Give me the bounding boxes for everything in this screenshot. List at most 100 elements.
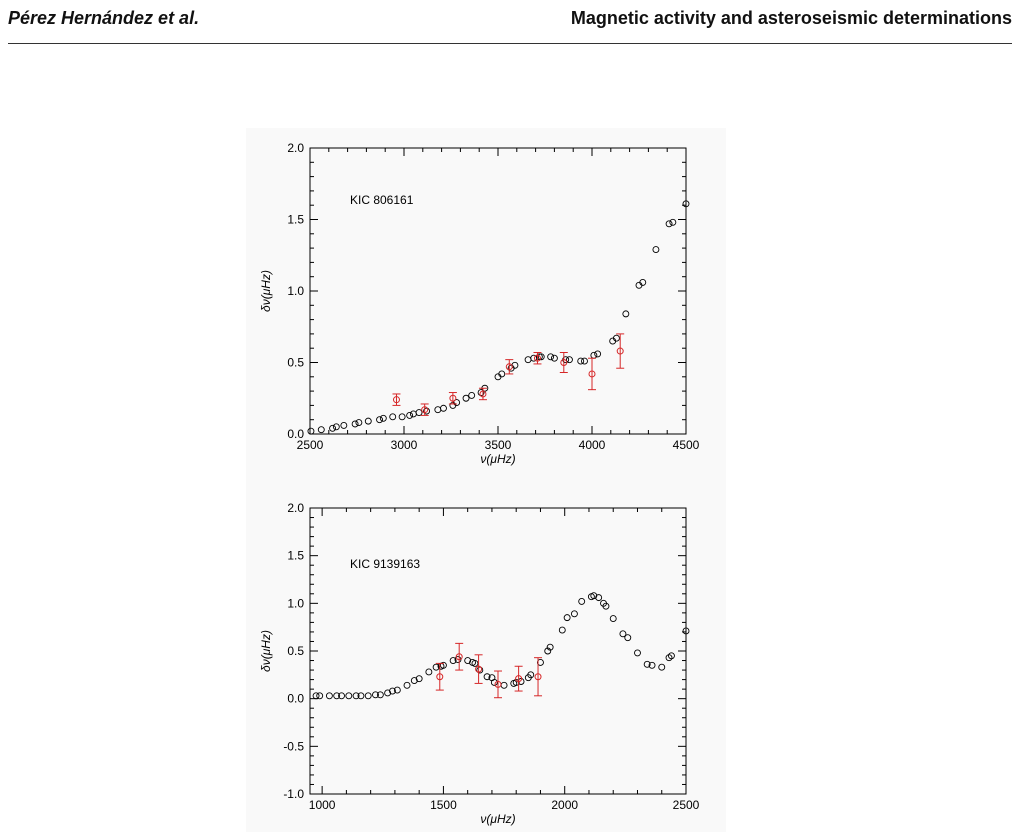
panel1-model-point bbox=[340, 421, 348, 429]
panel1-model-point bbox=[329, 424, 337, 432]
panel2-model-point bbox=[648, 661, 656, 669]
panel2-model-point bbox=[376, 691, 384, 699]
panel1-model-point bbox=[317, 426, 325, 434]
panel2-model-point bbox=[667, 652, 675, 660]
panel1-model-point bbox=[547, 353, 555, 361]
panel2-observed-point bbox=[436, 673, 444, 681]
panel2-model-point bbox=[389, 687, 396, 695]
panel2-model-point bbox=[338, 692, 345, 700]
panel2-model-point bbox=[384, 689, 392, 697]
panel1-model-point bbox=[307, 427, 315, 435]
panel1-model-point bbox=[565, 356, 573, 364]
panel1-model-point bbox=[379, 414, 387, 422]
page-header: Pérez Hernández et al. Magnetic activity… bbox=[8, 0, 1012, 44]
panel1-observed-point bbox=[505, 363, 513, 371]
panel1-observed-point bbox=[533, 354, 541, 362]
panel2-model-point bbox=[500, 681, 508, 689]
panel1-model-point bbox=[682, 200, 690, 208]
panel2-model-point bbox=[464, 657, 472, 664]
panel2-model-point bbox=[570, 610, 578, 618]
panel2-model-point bbox=[372, 691, 379, 699]
panel2-observed-point bbox=[515, 675, 523, 683]
panel1-x-tick-label: 4500 bbox=[673, 438, 700, 452]
panel2-x-tick-label: 1500 bbox=[430, 798, 457, 812]
header-rule bbox=[8, 43, 1012, 44]
panel1-y-tick-label: 1.0 bbox=[287, 284, 304, 298]
panel2-model-point bbox=[578, 597, 586, 605]
panel1-model-point bbox=[577, 357, 585, 365]
panel1-model-point bbox=[434, 406, 442, 414]
panel2-model-point bbox=[643, 660, 651, 668]
panel1-model-point bbox=[535, 353, 543, 361]
panel2-model-point bbox=[333, 692, 341, 700]
panel1-model-point bbox=[468, 391, 476, 399]
panel1-model-point bbox=[462, 394, 470, 402]
panel2-y-tick-label: -0.5 bbox=[283, 739, 304, 753]
panel2-y-tick-label: 0.5 bbox=[287, 644, 304, 658]
panel1-model-point bbox=[453, 399, 461, 406]
panel2-model-point bbox=[415, 675, 423, 683]
panel1-model-point bbox=[594, 350, 602, 358]
panel2-x-tick-label: 2000 bbox=[551, 798, 578, 812]
panel2-model-point bbox=[410, 677, 418, 685]
panel2-model-point bbox=[619, 630, 627, 638]
panel1-y-tick-label: 0.5 bbox=[287, 356, 304, 370]
panel2-model-point bbox=[624, 634, 632, 642]
panel2-x-tick-label: 1000 bbox=[309, 798, 336, 812]
panel1-model-point bbox=[415, 409, 423, 416]
panel1-model-point bbox=[477, 389, 485, 396]
panel2-model-point bbox=[393, 686, 401, 694]
panel2-model-point bbox=[425, 668, 433, 676]
panel1-star-label: KIC 806161 bbox=[350, 193, 414, 207]
panel2-model-point bbox=[658, 663, 666, 671]
panel2-model-point bbox=[544, 647, 552, 655]
panel1-model-point bbox=[351, 420, 359, 428]
panel2-y-tick-label: 0.0 bbox=[287, 692, 304, 706]
panel1-model-point bbox=[406, 411, 414, 419]
panel1-model-point bbox=[332, 423, 340, 431]
panel1-model-point bbox=[389, 413, 397, 421]
panel1-model-point bbox=[364, 417, 372, 425]
running-head-authors: Pérez Hernández et al. bbox=[8, 8, 200, 28]
panel2-x-tick-label: 2500 bbox=[673, 798, 700, 812]
panel2-observed-point bbox=[494, 680, 502, 688]
panel1-model-point bbox=[537, 353, 545, 361]
panel1-observed-point bbox=[449, 394, 457, 402]
panel2-y-tick-label: 1.5 bbox=[287, 549, 304, 563]
panel2-model-point bbox=[682, 627, 690, 635]
panel2-model-point bbox=[352, 692, 360, 700]
panel2-model-point bbox=[483, 673, 491, 681]
panel2-model-point bbox=[537, 658, 544, 666]
panel2-model-point bbox=[476, 666, 484, 674]
panel2-model-point bbox=[439, 661, 447, 669]
panel1-model-point bbox=[581, 357, 588, 365]
panel1-observed-point bbox=[421, 406, 429, 414]
panel1-model-point bbox=[622, 310, 630, 318]
panel1-model-point bbox=[423, 407, 431, 415]
panel1-model-point bbox=[440, 404, 447, 412]
panel1-model-point bbox=[590, 351, 598, 359]
panel2-y-tick-label: 2.0 bbox=[287, 501, 304, 515]
running-head-title: Magnetic activity and asteroseismic dete… bbox=[570, 8, 1012, 28]
panel2-model-point bbox=[432, 663, 440, 671]
panel1-model-point bbox=[669, 218, 677, 226]
panel1-model-point bbox=[550, 354, 558, 362]
panel2-model-point bbox=[490, 679, 498, 686]
panel1-y-tick-label: 0.0 bbox=[287, 427, 304, 441]
panel2-model-point bbox=[312, 692, 320, 700]
panel2-model-point bbox=[403, 681, 411, 689]
figure-chart: 2500 3000 3500 4000 4500 0.0 0.5 1.0 1.5 2.0 ν(μHz… bbox=[259, 141, 700, 826]
panel2-model-point bbox=[364, 692, 372, 700]
panel2-y-tick-label: 1.0 bbox=[287, 596, 304, 610]
panel2-model-point bbox=[563, 614, 571, 622]
panel2-observed-point bbox=[534, 673, 542, 681]
panel2-model-point bbox=[471, 659, 479, 667]
panel2-model-point bbox=[558, 626, 566, 634]
panel2-model-point bbox=[527, 671, 535, 679]
panel2-model-point bbox=[634, 649, 641, 657]
panel2-observed-point bbox=[475, 665, 483, 673]
panel1-model-point bbox=[665, 220, 673, 228]
panel2-model-point bbox=[316, 692, 324, 700]
panel1-model-point bbox=[639, 278, 647, 286]
panel2-model-point bbox=[546, 643, 554, 651]
